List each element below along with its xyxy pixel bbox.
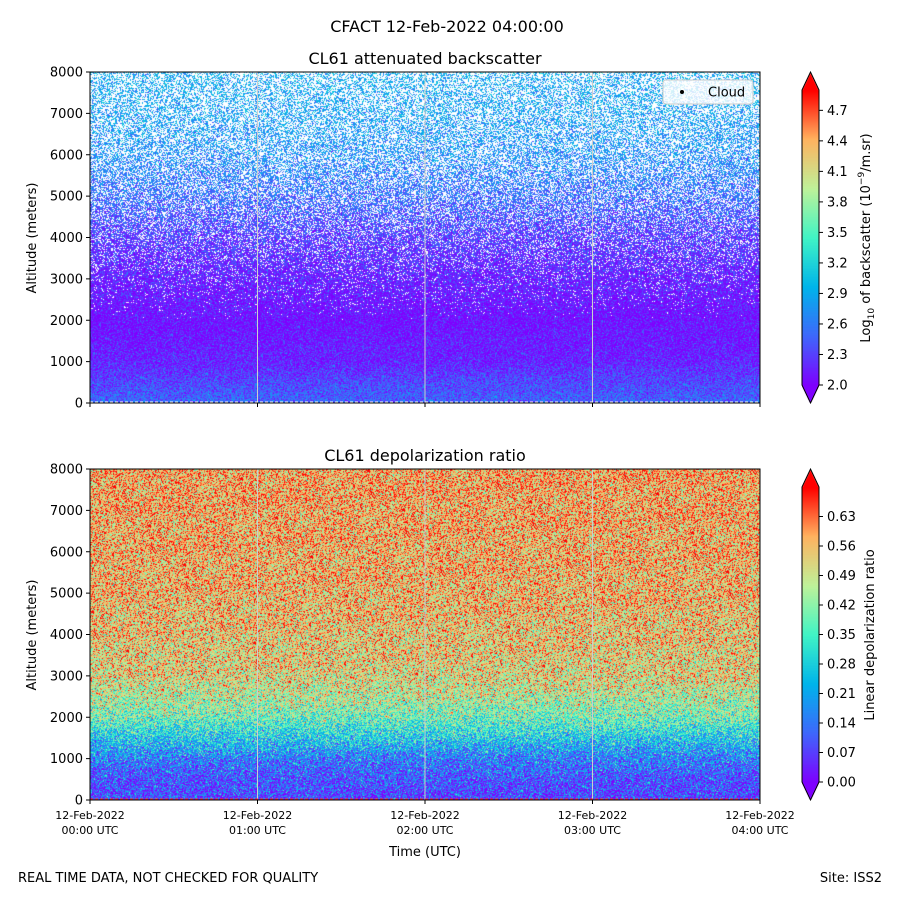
y-tick-label: 4000 [50,231,83,246]
colorbar-tick-label: 2.3 [827,348,848,363]
y-tick-label: 3000 [50,272,83,287]
backscatter-colorbar-label: Log10 of backscatter (10−9/m.sr) [857,133,877,342]
colorbar-tick-label: 0.14 [827,717,856,732]
colorbar-tick-label: 0.07 [827,746,856,761]
backscatter-x-ticks [89,403,761,407]
depolarization-colorbar-gradient [802,469,819,800]
y-tick-label: 2000 [50,711,83,726]
depolarization-y-ticks: 0 1000 2000 3000 4000 5000 6000 7000 8000 [50,463,90,809]
backscatter-colorbar: 2.0 2.3 2.6 2.9 3.2 3.5 3.8 4.1 4.4 4.7 Log10 of … [801,70,877,405]
y-tick-label: 0 [75,794,83,809]
backscatter-colorbar-ticks: 2.0 2.3 2.6 2.9 3.2 3.5 3.8 4.1 4.4 4.7 [819,104,848,394]
colorbar-tick-label: 3.2 [827,256,848,271]
y-tick-label: 5000 [50,587,83,602]
colorbar-tick-label: 0.49 [827,569,856,584]
legend-box [662,79,754,105]
y-tick-label: 8000 [50,66,83,81]
y-tick-label: 6000 [50,148,83,163]
y-tick-label: 8000 [50,463,83,478]
backscatter-panel: CL61 attenuated backscatter 0 1000 2000 300… [25,49,877,412]
colorbar-tick-label: 2.6 [827,317,848,332]
x-tick-label-time: 04:00 UTC [731,824,788,837]
cloud-legend[interactable]: Cloud [662,79,754,105]
colorbar-tick-label: 3.5 [827,226,848,241]
cloud-marker-icon [680,90,684,94]
depolarization-title: CL61 depolarization ratio [324,446,526,465]
quality-disclaimer: REAL TIME DATA, NOT CHECKED FOR QUALITY [18,871,318,886]
colorbar-tick-label: 0.35 [827,628,856,643]
y-tick-label: 0 [75,397,83,412]
x-tick-label-time: 02:00 UTC [396,824,453,837]
colorbar-tick-label: 4.1 [827,165,848,180]
depolarization-colorbar-label: Linear depolarization ratio [863,549,878,720]
figure-title: CFACT 12-Feb-2022 04:00:00 [330,17,564,36]
backscatter-gridlines [90,72,760,403]
colorbar-tick-label: 2.0 [827,379,848,394]
y-tick-label: 4000 [50,628,83,643]
colorbar-tick-label: 4.4 [827,134,848,149]
y-tick-label: 7000 [50,504,83,519]
colorbar-tick-label: 0.00 [827,776,856,791]
y-tick-label: 6000 [50,545,83,560]
colorbar-tick-label: 0.56 [827,540,856,555]
y-tick-label: 3000 [50,669,83,684]
colorbar-tick-label: 0.21 [827,687,856,702]
y-tick-label: 1000 [50,355,83,370]
depolarization-colorbar: 0.00 0.07 0.14 0.21 0.28 0.35 0.42 0.49 0.56 0.63… [801,467,878,802]
colorbar-tick-label: 0.42 [827,599,856,614]
x-tick-label-time: 00:00 UTC [61,824,118,837]
y-tick-label: 1000 [50,752,83,767]
depolarization-colorbar-ticks: 0.00 0.07 0.14 0.21 0.28 0.35 0.42 0.49 0.56 0.63 [819,510,856,791]
depolarization-gridlines [90,469,760,800]
colorbar-tick-label: 4.7 [827,104,848,119]
depolarization-y-axis-label: Altitude (meters) [25,580,40,691]
depolarization-panel: CL61 depolarization ratio 0 1000 2000 3000 4… [25,446,878,860]
colorbar-tick-label: 3.8 [827,195,848,210]
y-tick-label: 2000 [50,314,83,329]
backscatter-colorbar-gradient [802,72,819,403]
depolarization-x-ticks: 12-Feb-2022 00:00 UTC 12-Feb-2022 01:00 UTC… [55,800,795,837]
x-tick-label-time: 01:00 UTC [229,824,286,837]
backscatter-y-axis-label: Altitude (meters) [25,183,40,294]
site-label: Site: ISS2 [820,871,882,886]
colorbar-tick-label: 2.9 [827,287,848,302]
x-tick-label-date: 12-Feb-2022 [390,809,459,822]
x-tick-label-time: 03:00 UTC [564,824,621,837]
y-tick-label: 7000 [50,107,83,122]
x-axis-label: Time (UTC) [388,845,461,860]
y-tick-label: 5000 [50,190,83,205]
backscatter-y-ticks: 0 1000 2000 3000 4000 5000 6000 7000 8000 [50,66,90,412]
legend-label-cloud: Cloud [708,86,745,101]
x-tick-label-date: 12-Feb-2022 [558,809,627,822]
x-tick-label-date: 12-Feb-2022 [725,809,794,822]
x-tick-label-date: 12-Feb-2022 [223,809,292,822]
colorbar-tick-label: 0.63 [827,510,856,525]
colorbar-tick-label: 0.28 [827,658,856,673]
backscatter-title: CL61 attenuated backscatter [308,49,542,68]
x-tick-label-date: 12-Feb-2022 [55,809,124,822]
